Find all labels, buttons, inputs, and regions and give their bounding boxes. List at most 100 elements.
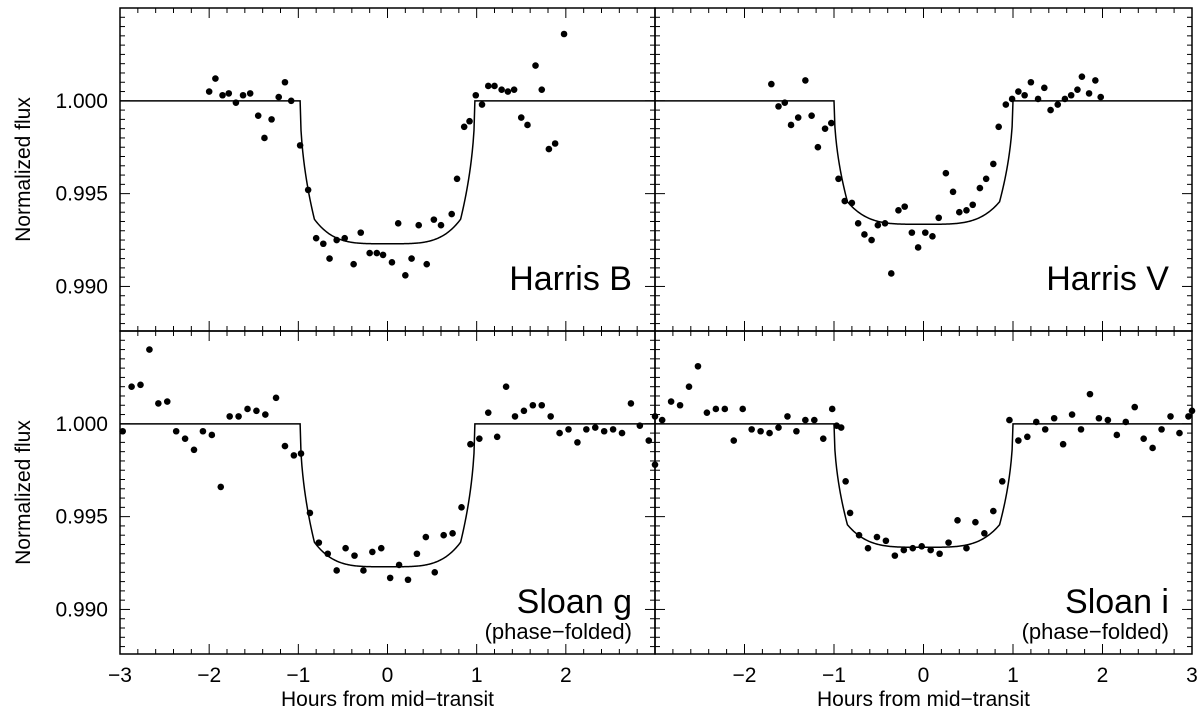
transit-model-curve [120,100,655,245]
data-point [802,416,809,424]
data-point [808,112,815,119]
data-point [927,546,934,554]
data-point [969,201,977,209]
data-point [636,422,644,429]
data-point [369,548,376,556]
data-point [395,561,403,569]
data-point [784,413,791,420]
data-point [377,544,385,552]
data-point [287,97,295,105]
data-point [694,362,702,370]
data-point [1068,411,1076,418]
data-point [366,249,373,257]
data-point [394,220,402,227]
data-point [472,91,480,99]
data-point [1176,429,1183,437]
data-point [431,569,439,576]
data-point [565,426,572,433]
data-point [730,437,738,444]
data-point [511,413,519,420]
data-point [881,220,889,227]
phase-folded-note: (phase−folded) [1022,619,1169,644]
data-point [296,142,304,149]
data-point [212,75,219,82]
data-points [205,30,568,279]
data-point [312,234,320,242]
data-point [532,62,539,69]
data-point [956,208,963,216]
data-point [350,260,357,268]
y-axis-title: Normalized flux [12,97,35,242]
data-point [357,229,365,236]
data-point [1061,95,1069,103]
data-point [466,117,473,125]
data-point [963,207,970,214]
data-point [275,93,283,101]
data-point [891,552,899,559]
data-point [1047,106,1054,114]
minor-ticks [654,7,1193,331]
data-point [404,576,412,584]
x-tick-label: 0 [918,664,930,687]
data-point [163,398,171,405]
data-point [402,272,409,279]
data-point [225,90,233,97]
data-point [739,405,747,413]
data-point [460,123,468,131]
data-point [253,407,260,415]
data-point [453,175,461,183]
data-point [208,431,216,439]
data-point [787,121,795,129]
data-point [272,394,280,402]
data-point [1015,88,1022,95]
data-point [981,530,988,537]
data-points [651,362,1196,559]
data-point [1095,414,1103,422]
data-point [591,424,599,431]
data-point [645,437,653,444]
data-point [1008,95,1016,103]
panel-harris-b: 1.000 0.995 0.990 Normalized flux Harris B [12,7,656,332]
data-point [935,214,943,222]
band-label: Sloan i [1065,583,1169,621]
data-point [408,255,415,262]
data-point [842,478,849,485]
data-point [864,544,872,552]
data-point [538,86,546,93]
data-point [199,427,207,435]
data-point [1085,90,1093,97]
data-point [781,99,789,106]
data-point [437,221,445,229]
data-point [232,99,240,106]
data-point [921,229,929,236]
data-point [146,346,153,353]
data-point [467,440,474,448]
data-point [155,400,162,407]
y-tick-label: 0.990 [55,275,108,298]
data-point [458,504,465,511]
data-point [667,398,675,405]
data-point [793,427,800,435]
data-point [1041,426,1049,433]
data-point [297,450,305,457]
data-point [484,409,492,416]
data-point [560,30,568,38]
data-point [254,112,262,119]
data-point [1015,437,1022,444]
data-point [306,509,314,517]
data-point [1032,418,1040,426]
x-tick-label: 2 [1097,664,1109,687]
data-point [423,260,431,268]
data-point [837,424,845,431]
data-point [835,175,842,183]
data-point [239,91,247,99]
data-point [529,401,537,409]
data-point [415,221,423,229]
data-point [909,544,917,552]
data-point [712,405,720,413]
x-tick-label: 2 [560,664,572,687]
data-point [658,416,666,424]
plot-frame [654,330,1193,655]
y-axis-title: Normalized flux [12,420,35,565]
